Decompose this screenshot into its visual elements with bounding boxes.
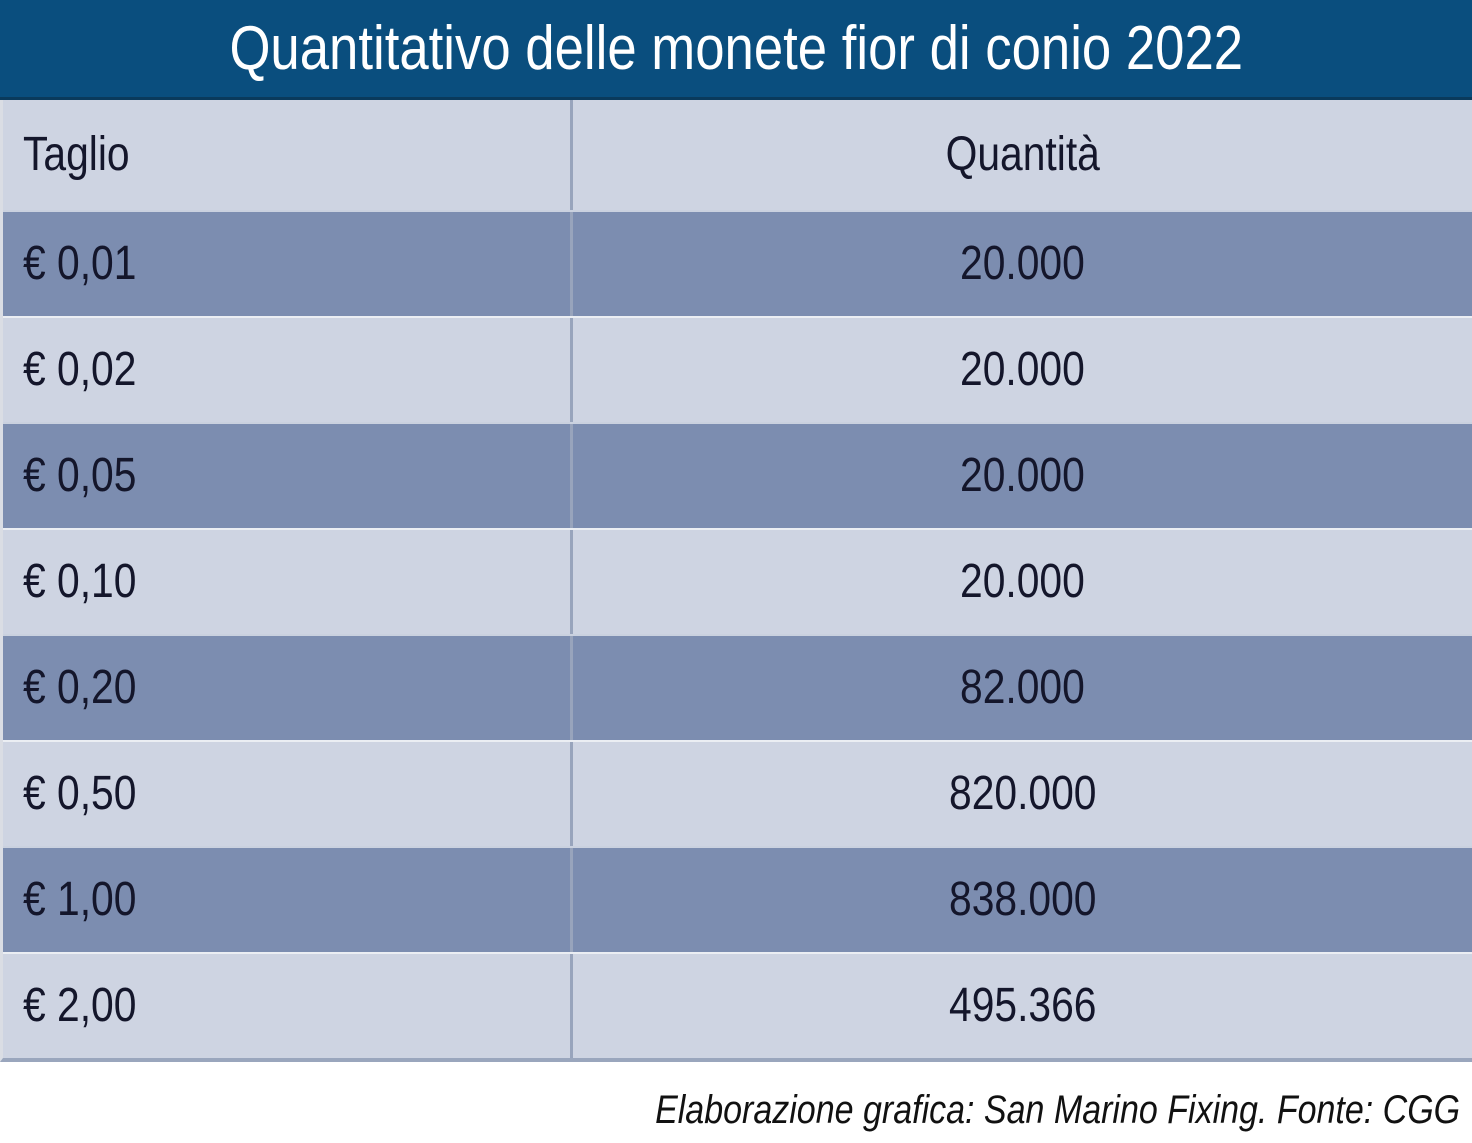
coin-quantity-table: Taglio Quantità € 0,01 20.000 € 0,02 20.… [0, 100, 1472, 1062]
taglio-value: € 0,01 [23, 237, 137, 290]
taglio-value: € 2,00 [23, 979, 137, 1032]
quantita-value: 838.000 [948, 873, 1097, 926]
quantita-value: 20.000 [960, 237, 1085, 290]
taglio-value: € 0,50 [23, 767, 137, 820]
cell-taglio: € 0,50 [3, 742, 573, 846]
column-header-taglio: Taglio [3, 100, 573, 210]
cell-taglio: € 0,01 [3, 212, 573, 316]
cell-quantita: 82.000 [573, 636, 1472, 740]
cell-taglio: € 2,00 [3, 954, 573, 1058]
column-header-quantita-label: Quantità [945, 128, 1100, 181]
cell-quantita: 20.000 [573, 530, 1472, 634]
table-row: € 0,05 20.000 [3, 422, 1472, 528]
table-row: € 0,02 20.000 [3, 316, 1472, 422]
cell-quantita: 838.000 [573, 848, 1472, 952]
table-row: € 0,20 82.000 [3, 634, 1472, 740]
quantita-value: 20.000 [960, 343, 1085, 396]
quantita-value: 495.366 [948, 979, 1097, 1032]
cell-taglio: € 0,05 [3, 424, 573, 528]
table-row: € 1,00 838.000 [3, 846, 1472, 952]
cell-taglio: € 0,20 [3, 636, 573, 740]
cell-taglio: € 0,10 [3, 530, 573, 634]
table-row: € 0,50 820.000 [3, 740, 1472, 846]
quantita-value: 82.000 [960, 661, 1085, 714]
table-row: € 0,10 20.000 [3, 528, 1472, 634]
cell-taglio: € 0,02 [3, 318, 573, 422]
taglio-value: € 0,02 [23, 343, 137, 396]
quantita-value: 20.000 [960, 555, 1085, 608]
title-bar: Quantitativo delle monete fior di conio … [0, 0, 1472, 100]
cell-quantita: 20.000 [573, 424, 1472, 528]
cell-taglio: € 1,00 [3, 848, 573, 952]
quantita-value: 820.000 [948, 767, 1097, 820]
column-header-quantita: Quantità [573, 100, 1472, 210]
table-row: € 2,00 495.366 [3, 952, 1472, 1058]
taglio-value: € 0,20 [23, 661, 137, 714]
table-header-row: Taglio Quantità [3, 100, 1472, 210]
cell-quantita: 20.000 [573, 318, 1472, 422]
credit-text: Elaborazione grafica: San Marino Fixing.… [654, 1088, 1460, 1132]
cell-quantita: 495.366 [573, 954, 1472, 1058]
taglio-value: € 0,05 [23, 449, 137, 502]
column-header-taglio-label: Taglio [23, 128, 130, 181]
table-row: € 0,01 20.000 [3, 210, 1472, 316]
cell-quantita: 820.000 [573, 742, 1472, 846]
taglio-value: € 1,00 [23, 873, 137, 926]
cell-quantita: 20.000 [573, 212, 1472, 316]
quantita-value: 20.000 [960, 449, 1085, 502]
page-title: Quantitativo delle monete fior di conio … [229, 13, 1243, 83]
taglio-value: € 0,10 [23, 555, 137, 608]
footer: Elaborazione grafica: San Marino Fixing.… [0, 1062, 1472, 1143]
